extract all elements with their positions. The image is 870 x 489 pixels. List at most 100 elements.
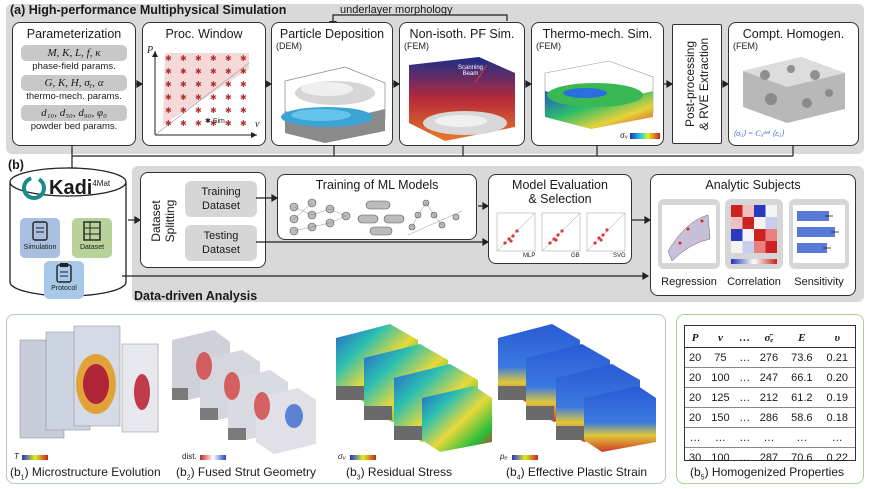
table-cell: 100	[711, 451, 730, 464]
correlation-cell	[742, 205, 754, 217]
table-cell: …	[819, 427, 855, 448]
correlation-cell	[742, 241, 754, 253]
fused-strut-render	[172, 330, 316, 454]
db-item-simulation[interactable]: Simulation	[20, 218, 60, 258]
correlation-cell	[742, 217, 754, 229]
proc-sim-point: ✱	[210, 54, 217, 63]
kadi-logo-icon	[22, 176, 46, 200]
proc-sim-point: ✱	[195, 119, 202, 128]
results-panel	[6, 314, 666, 484]
caption-microstructure: (b1) Microstructure Evolution	[10, 465, 161, 482]
pf-sim-render	[409, 57, 515, 141]
proc-sim-point: ✱	[240, 119, 247, 128]
table-header-cell: υ	[819, 328, 855, 348]
proc-v-axis: v	[255, 119, 260, 130]
analytic-subjects-box: Analytic Subjects Regression Correlation…	[650, 174, 856, 296]
analytic-label-regression: Regression	[661, 276, 717, 288]
scale-bar-dist	[200, 455, 226, 460]
homogenization-title: Compt. Homogen.	[742, 27, 845, 41]
table-cell: 20	[685, 347, 706, 368]
proc-sim-point: ✱	[225, 119, 232, 128]
correlation-cell	[754, 229, 766, 241]
caption-residual-stress: (b3) Residual Stress	[346, 465, 452, 482]
dataset-splitting-box: Dataset Splitting Training Dataset Testi…	[140, 172, 266, 268]
proc-sim-point: ✱	[210, 106, 217, 115]
table-cell: 150	[705, 407, 736, 428]
scale-label-t: T	[14, 452, 19, 461]
particle-deposition-title: Particle Deposition	[279, 27, 385, 41]
section-b-label: (b)	[8, 158, 24, 172]
table-header-cell: P	[685, 328, 706, 348]
table-cell: 30	[689, 451, 702, 464]
table-cell: 66.1	[784, 367, 820, 388]
table-header-cell: σ̄ₑ	[753, 328, 785, 348]
proc-sim-point: ✱	[240, 54, 247, 63]
scale-bar-t	[22, 455, 48, 460]
caption-plastic-strain: (b4) Effective Plastic Strain	[506, 465, 648, 482]
proc-sim-point: ✱	[225, 54, 232, 63]
table-cell: 0.21	[819, 347, 855, 368]
table-row: 30 100 … 287 70.6 0.22	[685, 448, 855, 468]
correlation-cell	[765, 241, 777, 253]
table-row: 20 150… 286 58.6 0.18	[685, 407, 855, 428]
table-cell: 100	[705, 367, 736, 388]
proc-sim-point: ✱	[240, 67, 247, 76]
caption-fused-strut-text: Fused Strut Geometry	[197, 465, 316, 479]
proc-sim-point: ✱	[225, 106, 232, 115]
thermo-colorbar	[630, 133, 660, 139]
ml-model-icons	[289, 198, 463, 236]
homogenization-sub: (FEM)	[733, 41, 758, 51]
clipboard-icon	[56, 263, 72, 283]
caption-plastic-strain-sub: 4	[516, 474, 521, 482]
scale-label-pe: pₑ	[500, 452, 508, 461]
proc-sim-point: ✱	[210, 93, 217, 102]
proc-sim-point: ✱	[195, 54, 202, 63]
table-cell: 73.6	[784, 347, 820, 368]
correlation-cell	[754, 205, 766, 217]
analytic-label-sensitivity: Sensitivity	[794, 276, 844, 288]
table-cell: 20	[685, 387, 706, 408]
proc-sim-point: ✱	[210, 67, 217, 76]
eval-model-gb: GB	[571, 253, 580, 259]
testing-dataset: Testing Dataset	[185, 225, 257, 261]
pf-sim-box: Non-isoth. PF Sim. (FEM) Scanning Beam P	[399, 22, 525, 146]
eval-model-mlp: MLP	[523, 253, 536, 259]
table-cell: …	[685, 427, 706, 448]
table-cell: 0.18	[819, 407, 855, 428]
model-evaluation-title: Model Evaluation & Selection	[512, 178, 608, 206]
sensitivity-bars	[793, 205, 845, 263]
db-item-protocol[interactable]: Protocol	[44, 261, 84, 299]
proc-sim-point: ✱	[180, 106, 187, 115]
table-cell: …	[735, 427, 754, 448]
db-item-dataset-label: Dataset	[79, 244, 105, 251]
correlation-heatmap	[731, 205, 777, 264]
thermo-mech-sub: (FEM)	[536, 41, 561, 51]
proc-sim-point: ✱	[195, 80, 202, 89]
proc-sim-point: ✱	[165, 93, 172, 102]
regression-tile	[658, 199, 720, 269]
table-cell: 20	[685, 367, 706, 388]
param-label-powder: powder bed params.	[30, 121, 118, 132]
thermo-mech-render	[544, 60, 654, 129]
proc-sim-point: ✱	[165, 67, 172, 76]
thermo-sigma-label: σᵥ	[620, 131, 628, 140]
table-header-cell: E	[784, 328, 820, 348]
table-cell: …	[735, 347, 754, 368]
analytic-label-correlation: Correlation	[727, 276, 781, 288]
caption-microstructure-text: Microstructure Evolution	[31, 465, 161, 479]
proc-sim-point: ✱	[165, 119, 172, 128]
caption-residual-stress-sub: 3	[356, 474, 361, 482]
plastic-strain-render	[498, 324, 656, 452]
particle-deposition-box: Particle Deposition (DEM)	[271, 22, 393, 146]
proc-sim-point: ✱	[180, 93, 187, 102]
residual-stress-render	[336, 324, 492, 452]
db-item-dataset[interactable]: Dataset	[72, 218, 112, 258]
proc-sim-point: ✱	[225, 67, 232, 76]
param-pill-powder: d₁₀, d₅₀, d₉₀, φ₀	[21, 105, 127, 121]
proc-sim-point: ✱	[240, 106, 247, 115]
document-icon	[32, 221, 48, 241]
pf-sim-sub: (FEM)	[404, 41, 429, 51]
caption-fused-strut-sub: 2	[186, 474, 191, 482]
